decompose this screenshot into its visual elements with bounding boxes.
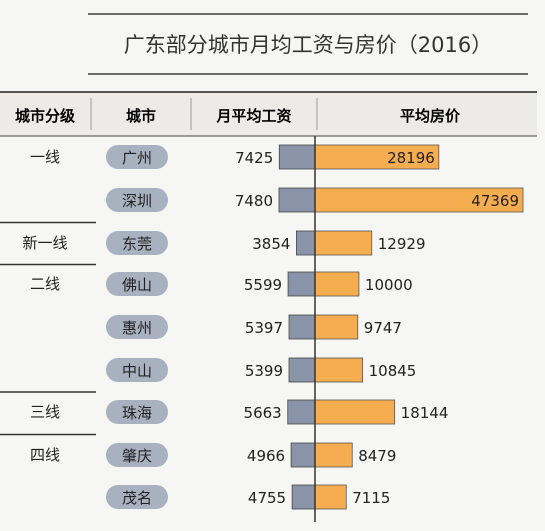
price-bar [314, 484, 347, 510]
city-label: 广州 [122, 149, 152, 167]
city-label: 珠海 [122, 404, 152, 422]
city-pill [106, 443, 168, 467]
city-pill [106, 272, 168, 296]
price-value-label: 18144 [401, 404, 449, 422]
city-pill [106, 400, 168, 424]
price-bar [314, 399, 396, 425]
city-label: 中山 [122, 362, 152, 380]
city-label: 东莞 [122, 235, 152, 253]
salary-bar [287, 399, 316, 425]
salary-value-label: 5599 [244, 276, 282, 294]
salary-value-label: 5397 [245, 319, 283, 337]
price-value-label: 47369 [471, 192, 519, 210]
salary-value-label: 5399 [245, 362, 283, 380]
tier-label: 一线 [30, 148, 60, 166]
price-bar [314, 314, 359, 340]
city-label: 深圳 [122, 192, 152, 210]
price-bar [314, 271, 360, 297]
price-value-label: 10000 [365, 276, 413, 294]
tier-label: 三线 [30, 403, 60, 421]
header-tier: 城市分级 [15, 107, 76, 125]
salary-value-label: 3854 [252, 235, 290, 253]
salary-bar [288, 314, 316, 340]
header-city: 城市 [126, 107, 156, 125]
city-label: 惠州 [122, 319, 152, 337]
city-label: 肇庆 [122, 447, 152, 465]
salary-value-label: 4755 [248, 489, 286, 507]
price-value-label: 10845 [369, 362, 417, 380]
price-bar [314, 357, 364, 383]
price-bar [314, 442, 353, 468]
city-pill [106, 188, 168, 212]
city-pill [106, 358, 168, 382]
price-value-label: 8479 [358, 447, 396, 465]
salary-bar [278, 144, 316, 170]
salary-value-label: 5663 [244, 404, 282, 422]
salary-bar [287, 271, 316, 297]
price-value-label: 28196 [387, 149, 435, 167]
salary-bar [296, 230, 316, 256]
price-value-label: 12929 [378, 235, 426, 253]
price-bar [314, 230, 373, 256]
price-value-label: 7115 [352, 489, 390, 507]
header-salary: 月平均工资 [215, 107, 291, 125]
salary-bar [290, 442, 316, 468]
salary-bar [288, 357, 316, 383]
price-value-label: 9747 [364, 319, 402, 337]
city-pill [106, 231, 168, 255]
tier-label: 新一线 [22, 234, 67, 252]
header-bg [0, 92, 537, 136]
salary-value-label: 7480 [235, 192, 273, 210]
salary-bar [278, 187, 316, 213]
header-price: 平均房价 [400, 107, 461, 125]
city-pill [106, 145, 168, 169]
city-label: 佛山 [122, 276, 152, 294]
city-label: 茂名 [122, 489, 152, 507]
city-pill [106, 315, 168, 339]
salary-value-label: 4966 [247, 447, 285, 465]
city-pill [106, 485, 168, 509]
chart-title: 广东部分城市月均工资与房价（2016） [124, 33, 492, 57]
tier-label: 四线 [30, 446, 60, 464]
salary-value-label: 7425 [235, 149, 273, 167]
tier-label: 二线 [30, 275, 60, 293]
salary-bar [291, 484, 316, 510]
price-bar [314, 144, 440, 170]
